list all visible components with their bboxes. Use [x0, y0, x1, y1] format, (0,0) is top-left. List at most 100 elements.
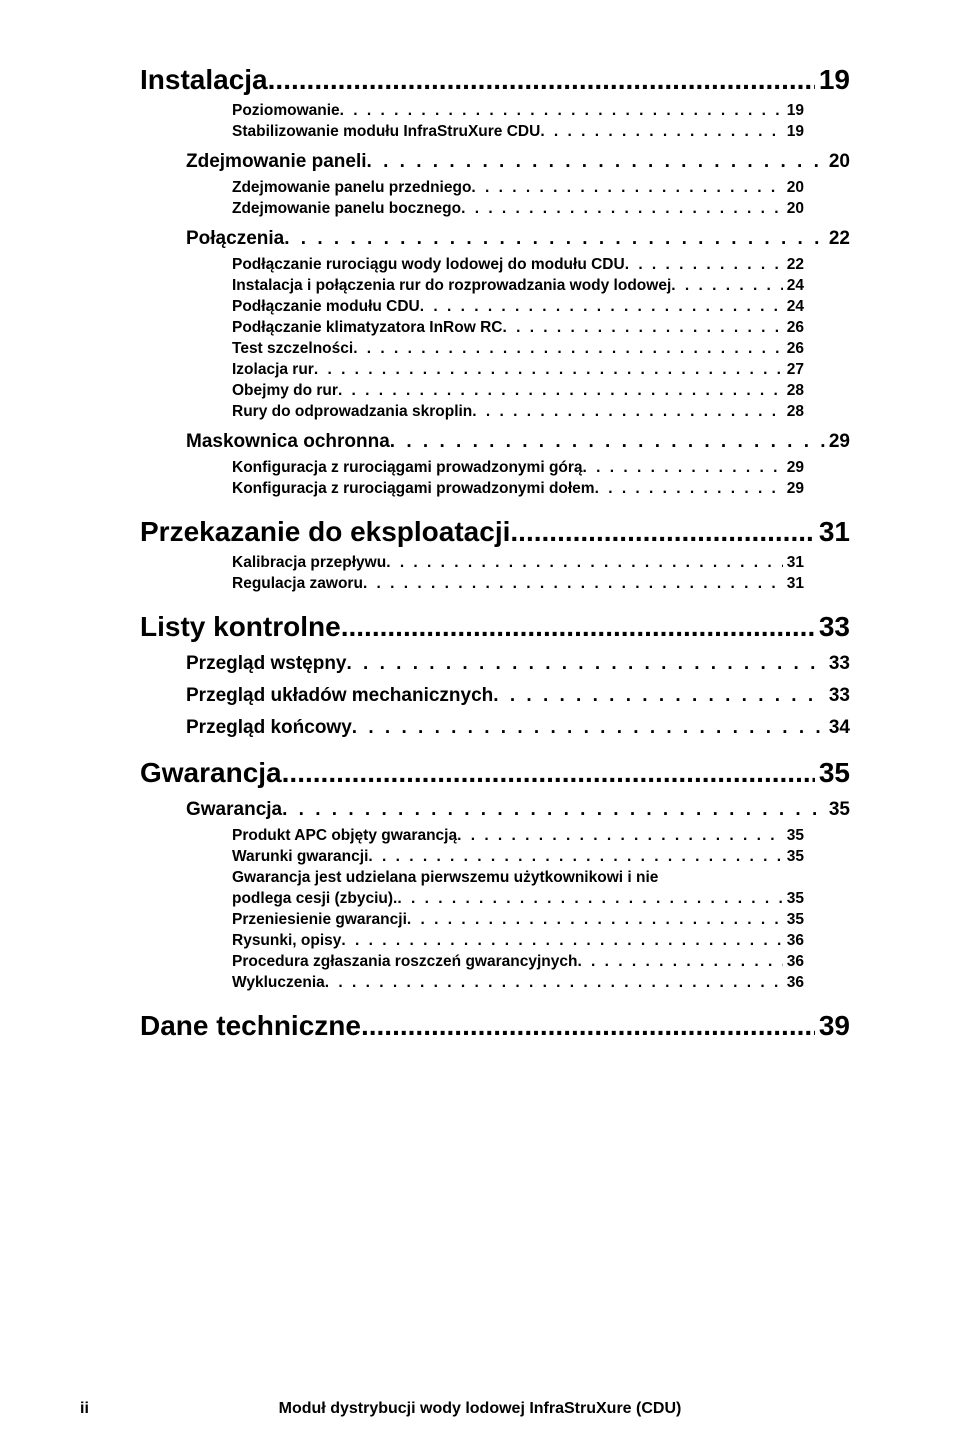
toc-label: Gwarancja — [140, 757, 282, 789]
toc-entry: podlega cesji (zbyciu). . . . . . . . . … — [232, 890, 850, 908]
toc-leader: . . . . . . . . . . . . . . . . . . . . … — [314, 361, 783, 379]
toc-leader: . . . . . . . . . . . . . . . . . . . . … — [461, 200, 783, 218]
toc-leader: . . . . . . . . . . . . . . . . . . . . … — [325, 974, 783, 992]
toc-page-number: 22 — [825, 228, 850, 250]
toc-leader: . . . . . . . . . . . . . . . . . . . . … — [338, 382, 783, 400]
toc-page-number: 31 — [783, 575, 804, 593]
toc-label: Izolacja rur — [232, 361, 314, 379]
toc-label: Gwarancja jest udzielana pierwszemu użyt… — [232, 869, 658, 887]
toc-label: Zdejmowanie paneli — [186, 151, 367, 173]
toc-leader: . . . . . . . . . . . . . . . . . . . . … — [390, 431, 825, 453]
toc-label: Konfiguracja z rurociągami prowadzonymi … — [232, 459, 583, 477]
toc-leader: . . . . . . . . . . . . . . . . . . . . … — [340, 102, 783, 120]
toc-label: Przegląd układów mechanicznych — [186, 685, 493, 707]
toc-entry: Instalacja..............................… — [140, 64, 850, 96]
toc-page-number: 33 — [825, 685, 850, 707]
toc-entry: Przekazanie do eksploatacji.............… — [140, 516, 850, 548]
toc-entry: Test szczelności. . . . . . . . . . . . … — [232, 340, 850, 358]
toc-entry: Instalacja i połączenia rur do rozprowad… — [232, 277, 850, 295]
toc-page-number: 27 — [783, 361, 804, 379]
toc-page-number: 35 — [815, 757, 850, 789]
toc-entry: Konfiguracja z rurociągami prowadzonymi … — [232, 480, 850, 498]
toc-page-number: 22 — [783, 256, 804, 274]
toc-leader: ........................................… — [361, 1010, 815, 1042]
toc-label: Dane techniczne — [140, 1010, 361, 1042]
toc-label: Maskownica ochronna — [186, 431, 390, 453]
toc-page-number: 29 — [825, 431, 850, 453]
toc-entry: Dane techniczne.........................… — [140, 1010, 850, 1042]
toc-page-number: 19 — [783, 123, 804, 141]
toc-label: Rury do odprowadzania skroplin — [232, 403, 472, 421]
toc-leader: . . . . . . . . . . . . . . . . . . . . … — [284, 228, 825, 250]
toc-leader: . . . . . . . . . . . . . . . . . . . . … — [386, 554, 783, 572]
toc-entry: Zdejmowanie panelu przedniego. . . . . .… — [232, 179, 850, 197]
toc-label: Produkt APC objęty gwarancją — [232, 827, 457, 845]
toc-label: Instalacja i połączenia rur do rozprowad… — [232, 277, 671, 295]
toc-entry: Maskownica ochronna. . . . . . . . . . .… — [186, 431, 850, 453]
toc-label: Warunki gwarancji — [232, 848, 368, 866]
toc-entry: Przeniesienie gwarancji. . . . . . . . .… — [232, 911, 850, 929]
toc-leader: . . . . . . . . . . . . . . . . . . . . … — [282, 799, 825, 821]
toc-label: Listy kontrolne — [140, 611, 341, 643]
toc-entry: Poziomowanie. . . . . . . . . . . . . . … — [232, 102, 850, 120]
toc-page: Instalacja..............................… — [0, 0, 960, 1456]
toc-leader: . . . . . . . . . . . . . . . . . . . . … — [407, 911, 783, 929]
toc-label: Przeniesienie gwarancji — [232, 911, 407, 929]
toc-leader: . . . . . . . . . . . . . . . . . . . . … — [353, 340, 783, 358]
toc-label: Instalacja — [140, 64, 268, 96]
toc-entry: Wykluczenia. . . . . . . . . . . . . . .… — [232, 974, 850, 992]
toc-entry: Rysunki, opisy. . . . . . . . . . . . . … — [232, 932, 850, 950]
toc-entry: Podłączanie rurociągu wody lodowej do mo… — [232, 256, 850, 274]
toc-page-number: 39 — [815, 1010, 850, 1042]
toc-page-number: 35 — [783, 890, 804, 908]
toc-leader: . . . . . . . . . . . . . . . . . . . . … — [472, 403, 782, 421]
toc-leader: . . . . . . . . . . . . . . . . . . . . … — [577, 953, 782, 971]
toc-label: Obejmy do rur — [232, 382, 338, 400]
toc-entry: Obejmy do rur. . . . . . . . . . . . . .… — [232, 382, 850, 400]
toc-page-number: 20 — [783, 179, 804, 197]
toc-entry: Połączenia. . . . . . . . . . . . . . . … — [186, 228, 850, 250]
toc-page-number: 34 — [825, 717, 850, 739]
footer-title: Moduł dystrybucji wody lodowej InfraStru… — [0, 1400, 960, 1418]
toc-label: Stabilizowanie modułu InfraStruXure CDU — [232, 123, 540, 141]
toc-entry: Zdejmowanie panelu bocznego. . . . . . .… — [232, 200, 850, 218]
toc-page-number: 20 — [783, 200, 804, 218]
toc-leader: . . . . . . . . . . . . . . . . . . . . … — [347, 653, 825, 675]
toc-entry: Procedura zgłaszania roszczeń gwarancyjn… — [232, 953, 850, 971]
toc-leader: . . . . . . . . . . . . . . . . . . . . … — [471, 179, 782, 197]
toc-entry: Gwarancja. . . . . . . . . . . . . . . .… — [186, 799, 850, 821]
toc-label: Podłączanie klimatyzatora InRow RC — [232, 319, 502, 337]
toc-label: Gwarancja — [186, 799, 282, 821]
toc-label: Konfiguracja z rurociągami prowadzonymi … — [232, 480, 595, 498]
toc-leader: . . . . . . . . . . . . . . . . . . . . … — [493, 685, 825, 707]
toc-leader: . . . . . . . . . . . . . . . . . . . . … — [457, 827, 783, 845]
toc-page-number: 36 — [783, 953, 804, 971]
toc-page-number: 35 — [783, 911, 804, 929]
toc-leader: . . . . . . . . . . . . . . . . . . . . … — [368, 848, 782, 866]
toc-entry: Regulacja zaworu. . . . . . . . . . . . … — [232, 575, 850, 593]
toc-entry: Warunki gwarancji. . . . . . . . . . . .… — [232, 848, 850, 866]
toc-entry: Produkt APC objęty gwarancją. . . . . . … — [232, 827, 850, 845]
toc-label: Podłączanie rurociągu wody lodowej do mo… — [232, 256, 625, 274]
toc-entry: Konfiguracja z rurociągami prowadzonymi … — [232, 459, 850, 477]
toc-page-number: 28 — [783, 403, 804, 421]
toc-label: Procedura zgłaszania roszczeń gwarancyjn… — [232, 953, 577, 971]
toc-leader: . . . . . . . . . . . . . . . . . . . . … — [671, 277, 782, 295]
toc-label: Rysunki, opisy — [232, 932, 341, 950]
toc-page-number: 35 — [825, 799, 850, 821]
toc-label: Regulacja zaworu — [232, 575, 363, 593]
toc-page-number: 31 — [815, 516, 850, 548]
toc-entry: Izolacja rur. . . . . . . . . . . . . . … — [232, 361, 850, 379]
toc-leader: . . . . . . . . . . . . . . . . . . . . … — [502, 319, 782, 337]
toc-entry: Zdejmowanie paneli. . . . . . . . . . . … — [186, 151, 850, 173]
toc-leader: . . . . . . . . . . . . . . . . . . . . … — [540, 123, 782, 141]
toc-entry: Gwarancja...............................… — [140, 757, 850, 789]
toc-page-number: 24 — [783, 298, 804, 316]
toc-page-number: 26 — [783, 340, 804, 358]
toc-label: Test szczelności — [232, 340, 353, 358]
toc-label: Przegląd wstępny — [186, 653, 347, 675]
toc-entry: Rury do odprowadzania skroplin. . . . . … — [232, 403, 850, 421]
toc-leader: . . . . . . . . . . . . . . . . . . . . … — [397, 890, 782, 908]
toc-page-number: 20 — [825, 151, 850, 173]
toc-leader: . . . . . . . . . . . . . . . . . . . . … — [420, 298, 783, 316]
